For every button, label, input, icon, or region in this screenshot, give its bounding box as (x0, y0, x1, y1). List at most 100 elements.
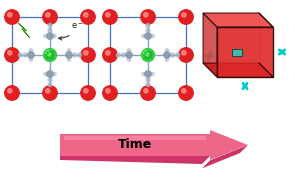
Circle shape (46, 54, 47, 56)
Circle shape (73, 53, 77, 57)
Circle shape (117, 53, 120, 57)
Circle shape (106, 13, 110, 17)
Circle shape (141, 10, 155, 24)
Circle shape (67, 58, 71, 61)
Circle shape (84, 13, 88, 17)
Circle shape (164, 52, 170, 58)
Circle shape (19, 53, 22, 57)
Circle shape (144, 89, 148, 93)
Circle shape (127, 49, 131, 52)
Circle shape (144, 54, 145, 56)
Circle shape (53, 34, 56, 38)
Circle shape (5, 10, 19, 24)
Circle shape (103, 10, 117, 24)
Circle shape (142, 72, 145, 76)
Text: Time: Time (118, 139, 152, 152)
Circle shape (146, 83, 150, 87)
Polygon shape (203, 13, 273, 27)
Circle shape (84, 89, 88, 93)
Circle shape (47, 33, 53, 39)
Circle shape (66, 52, 72, 58)
Circle shape (46, 89, 50, 93)
Circle shape (171, 53, 175, 57)
Circle shape (150, 52, 151, 53)
Polygon shape (203, 63, 273, 77)
Circle shape (23, 53, 27, 57)
Circle shape (144, 13, 148, 17)
Polygon shape (203, 13, 259, 63)
Circle shape (5, 86, 19, 100)
Circle shape (48, 28, 52, 32)
Circle shape (44, 49, 56, 61)
Circle shape (46, 13, 50, 17)
Circle shape (30, 49, 33, 52)
Circle shape (44, 72, 47, 76)
Circle shape (146, 78, 150, 82)
Text: e$^-$: e$^-$ (59, 22, 83, 40)
Circle shape (176, 53, 180, 57)
Circle shape (67, 49, 71, 52)
Circle shape (81, 10, 95, 24)
Circle shape (182, 51, 186, 55)
Circle shape (53, 54, 54, 56)
Circle shape (47, 71, 53, 77)
Polygon shape (217, 27, 273, 77)
Circle shape (145, 33, 151, 39)
Circle shape (126, 52, 132, 58)
Polygon shape (64, 136, 206, 140)
Circle shape (44, 34, 47, 38)
Circle shape (146, 28, 150, 32)
Circle shape (8, 13, 12, 17)
Circle shape (182, 89, 186, 93)
Circle shape (151, 54, 152, 56)
Circle shape (8, 89, 12, 93)
Circle shape (151, 34, 154, 38)
Circle shape (43, 86, 57, 100)
Circle shape (103, 86, 117, 100)
Polygon shape (210, 130, 248, 160)
Polygon shape (232, 49, 242, 56)
Circle shape (106, 89, 110, 93)
Circle shape (81, 86, 95, 100)
Circle shape (127, 58, 131, 61)
Circle shape (48, 23, 52, 27)
Circle shape (106, 51, 110, 55)
Circle shape (52, 52, 53, 53)
Polygon shape (18, 23, 30, 38)
Circle shape (165, 58, 169, 61)
Circle shape (145, 52, 146, 53)
Polygon shape (203, 13, 217, 77)
Polygon shape (60, 134, 210, 156)
Circle shape (43, 10, 57, 24)
Polygon shape (202, 145, 248, 168)
Circle shape (179, 86, 193, 100)
Circle shape (179, 10, 193, 24)
Circle shape (47, 57, 48, 58)
Circle shape (8, 51, 12, 55)
Circle shape (47, 52, 48, 53)
Circle shape (48, 83, 52, 87)
Polygon shape (60, 156, 210, 164)
Circle shape (52, 57, 53, 58)
Circle shape (122, 53, 125, 57)
Circle shape (151, 72, 154, 76)
Circle shape (182, 13, 186, 17)
Circle shape (28, 52, 34, 58)
Circle shape (81, 48, 95, 62)
Circle shape (142, 34, 145, 38)
Circle shape (143, 50, 149, 56)
Circle shape (30, 58, 33, 61)
Circle shape (146, 23, 150, 27)
Circle shape (45, 50, 51, 56)
Circle shape (165, 49, 169, 52)
Circle shape (141, 86, 155, 100)
Circle shape (48, 78, 52, 82)
Circle shape (150, 57, 151, 58)
Circle shape (179, 48, 193, 62)
Circle shape (103, 48, 117, 62)
Circle shape (53, 72, 56, 76)
Circle shape (84, 51, 88, 55)
Circle shape (78, 53, 81, 57)
Circle shape (145, 57, 146, 58)
Circle shape (145, 71, 151, 77)
